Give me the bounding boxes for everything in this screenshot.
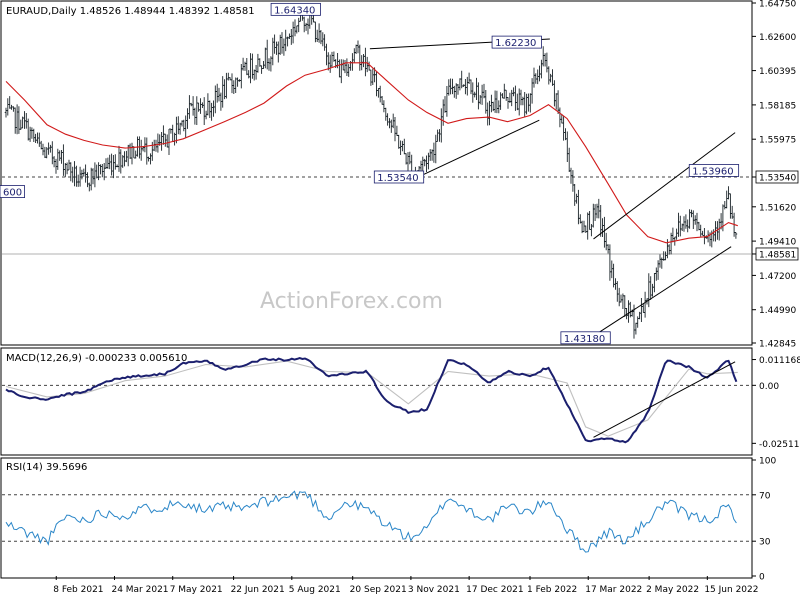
rsi-line: [5, 490, 737, 553]
price-bar: [734, 232, 738, 239]
y-tick-label: 1.62600: [759, 33, 796, 43]
y-tick-label: 1.55975: [759, 136, 796, 146]
price-annotation-box: [0, 185, 26, 198]
x-tick-label: 17 Dec 2021: [466, 585, 524, 595]
y-tick-label: 1.42845: [759, 340, 796, 350]
y-tick-label: 1.48581: [759, 250, 796, 260]
y-tick-label: 0.00: [759, 382, 779, 392]
price-annotation-box: [688, 164, 740, 177]
y-tick-label: 1.51620: [759, 203, 796, 213]
y-tick-label: 1.58185: [759, 101, 796, 111]
y-tick-label: 0.011168: [759, 356, 800, 366]
macd-panel-header: MACD(12,26,9) -0.000233 0.005610: [6, 353, 187, 364]
rsi-panel-header: RSI(14) 39.5696: [6, 462, 87, 473]
y-tick-label: 100: [759, 457, 776, 467]
x-tick-label: 2 May 2022: [646, 585, 699, 595]
y-tick-label: 1.53540: [759, 173, 796, 183]
x-tick-label: 3 Nov 2021: [408, 585, 460, 595]
price-annotation-box: [373, 170, 425, 184]
x-tick-label: 7 May 2021: [170, 585, 223, 595]
y-tick-box: [755, 170, 799, 184]
x-tick-label: 5 Aug 2021: [289, 585, 341, 595]
x-tick-label: 22 Jun 2021: [231, 585, 285, 595]
y-tick-label: 1.60395: [759, 67, 796, 77]
macd-signal-line: [5, 360, 738, 437]
price-annotation-label: 600: [3, 188, 22, 199]
price-panel-header: EURAUD,Daily 1.48526 1.48944 1.48392 1.4…: [6, 6, 255, 17]
price-annotation-label: 1.62230: [495, 38, 536, 49]
macd-plot: [2, 356, 751, 444]
y-tick-box: [755, 247, 799, 261]
y-tick-label: 1.49410: [759, 238, 796, 248]
y-tick-label: 1.64750: [759, 0, 796, 10]
y-tick-label: 30: [759, 538, 771, 548]
y-tick-label: -0.025117: [759, 440, 800, 450]
price-annotation-label: 1.53960: [692, 166, 733, 177]
axes: 1.64750 1.62600 1.60395 1.58185 1.55975 1.535…: [53, 0, 800, 595]
x-tick-label: 20 Sep 2021: [350, 585, 407, 595]
rsi-plot: [2, 490, 751, 553]
trendline: [593, 132, 736, 240]
x-tick-label: 17 Mar 2022: [585, 585, 642, 595]
price-plot: 1.64340 1.62230 1.53540 1.53960 1.43180 600: [0, 2, 751, 345]
y-tick-label: 1.47200: [759, 272, 796, 282]
price-annotation-label: 1.43180: [564, 334, 605, 345]
x-tick-label: 8 Feb 2021: [53, 585, 103, 595]
price-annotation-label: 1.53540: [377, 173, 418, 184]
x-tick-label: 1 Feb 2022: [527, 585, 577, 595]
rsi-panel-frame: [0, 457, 753, 579]
trendline: [593, 246, 732, 337]
macd-line: [5, 356, 738, 444]
moving-average-line: [5, 62, 738, 244]
price-annotation-box: [270, 2, 321, 16]
y-tick-label: 0: [759, 573, 765, 583]
watermark: ActionForex.com: [260, 289, 443, 314]
price-annotation-box: [560, 331, 611, 345]
x-tick-label: 24 Mar 2021: [111, 585, 168, 595]
macd-trendline: [593, 361, 736, 438]
x-tick-label: 15 Jun 2022: [704, 585, 758, 595]
price-annotation-label: 1.64340: [274, 5, 315, 16]
y-tick-label: 70: [759, 491, 771, 501]
trendline: [413, 119, 540, 180]
macd-panel-frame: [0, 347, 753, 456]
price-annotation-box: [491, 35, 542, 49]
y-tick-label: 1.44990: [759, 306, 796, 316]
